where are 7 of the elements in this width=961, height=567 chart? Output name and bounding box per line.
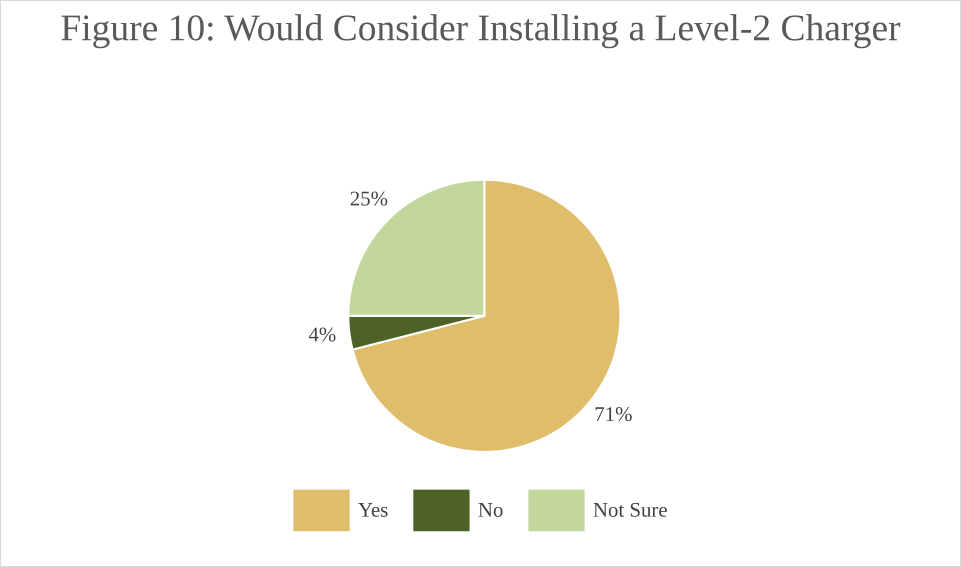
- data-label: 4%: [308, 327, 336, 342]
- data-label: 25%: [350, 192, 388, 206]
- legend-label: No: [478, 503, 503, 517]
- chart-title: Figure 10: Would Consider Installing a Level-2 Charger: [61, 14, 900, 48]
- legend-label: Yes: [358, 503, 388, 517]
- legend-label: Not Sure: [594, 502, 667, 517]
- data-label: 71%: [596, 407, 632, 422]
